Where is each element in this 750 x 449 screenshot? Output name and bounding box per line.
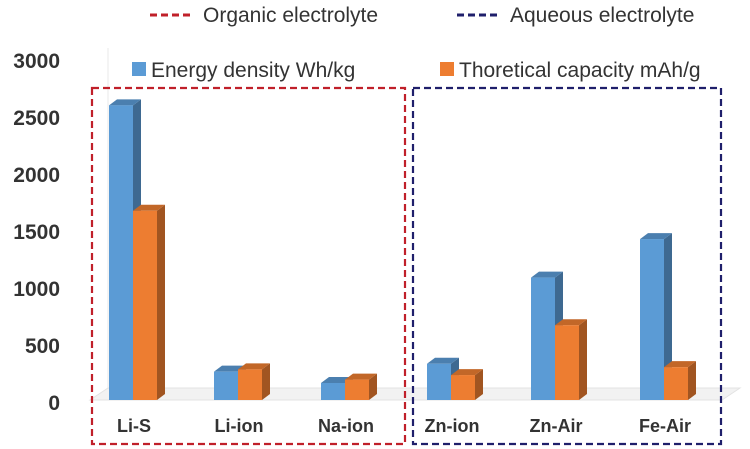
bar-capacity-fe-air [664,361,696,400]
bar-top-face [451,369,483,376]
bar-front-face [531,277,555,400]
category-label: Zn-Air [530,416,583,436]
y-tick-label: 500 [25,335,60,358]
bar-top-face [427,357,459,364]
bar-energy-density-zn-air [531,271,563,400]
bar-side-face [579,319,587,400]
bar-capacity-zn-air [555,319,587,400]
bar-front-face [555,325,579,400]
aqueous-legend-label: Aqueous electrolyte [510,4,694,27]
category-label: Li-ion [215,416,264,436]
category-label: Zn-ion [425,416,480,436]
bar-front-face [664,367,688,400]
bar-front-face [427,363,451,400]
bar-top-face [345,373,377,380]
y-tick-label: 2500 [13,107,60,130]
category-label: Li-S [117,416,151,436]
category-label: Na-ion [318,416,374,436]
x-axis: Li-S Li-ion Na-ion Zn-ion Zn-Air Fe-Air [117,416,691,436]
capacity-legend-swatch [440,62,454,76]
series-legend: Energy density Wh/kg Thoretical capacity… [132,59,701,82]
y-tick-label: 2000 [13,164,60,187]
bar-top-face [238,363,270,370]
bar-capacity-li-ion [238,363,270,400]
energy-density-legend-swatch [132,62,146,76]
bar-top-face [640,233,672,240]
y-axis: 3000 2500 2000 1500 1000 500 0 [13,50,60,415]
y-tick-label: 1000 [13,278,60,301]
bar-side-face [262,363,270,400]
bar-capacity-zn-ion [451,369,483,400]
bar-capacity-na-ion [345,373,377,400]
bar-top-face [555,319,587,326]
bar-top-face [133,204,165,211]
energy-density-legend-label: Energy density Wh/kg [151,59,355,82]
bar-front-face [133,210,157,400]
y-tick-label: 0 [48,392,60,415]
bar-top-face [664,361,696,368]
bar-side-face [688,361,696,400]
bar-front-face [238,369,262,400]
y-tick-label: 1500 [13,221,60,244]
bar-capacity-li-s [133,204,165,400]
capacity-legend-label: Thoretical capacity mAh/g [459,59,701,82]
bar-front-face [640,239,664,400]
y-tick-label: 3000 [13,50,60,73]
bar-side-face [475,369,483,400]
aqueous-electrolyte-box [411,86,723,446]
category-label: Fe-Air [639,416,691,436]
bar-front-face [345,379,369,400]
bar-energy-density-fe-air [640,233,672,400]
bar-side-face [369,373,377,400]
group-legend: Organic electrolyte Aqueous electrolyte [150,4,694,27]
bar-front-face [321,383,345,400]
organic-electrolyte-box [90,86,407,446]
bar-front-face [214,371,238,400]
bar-side-face [664,233,672,400]
organic-legend-label: Organic electrolyte [203,4,378,27]
bar-front-face [451,375,475,400]
bar-front-face [109,105,133,400]
bars-layer [109,99,696,400]
bar-top-face [109,99,141,106]
bar-side-face [157,204,165,400]
bar-top-face [531,271,563,278]
